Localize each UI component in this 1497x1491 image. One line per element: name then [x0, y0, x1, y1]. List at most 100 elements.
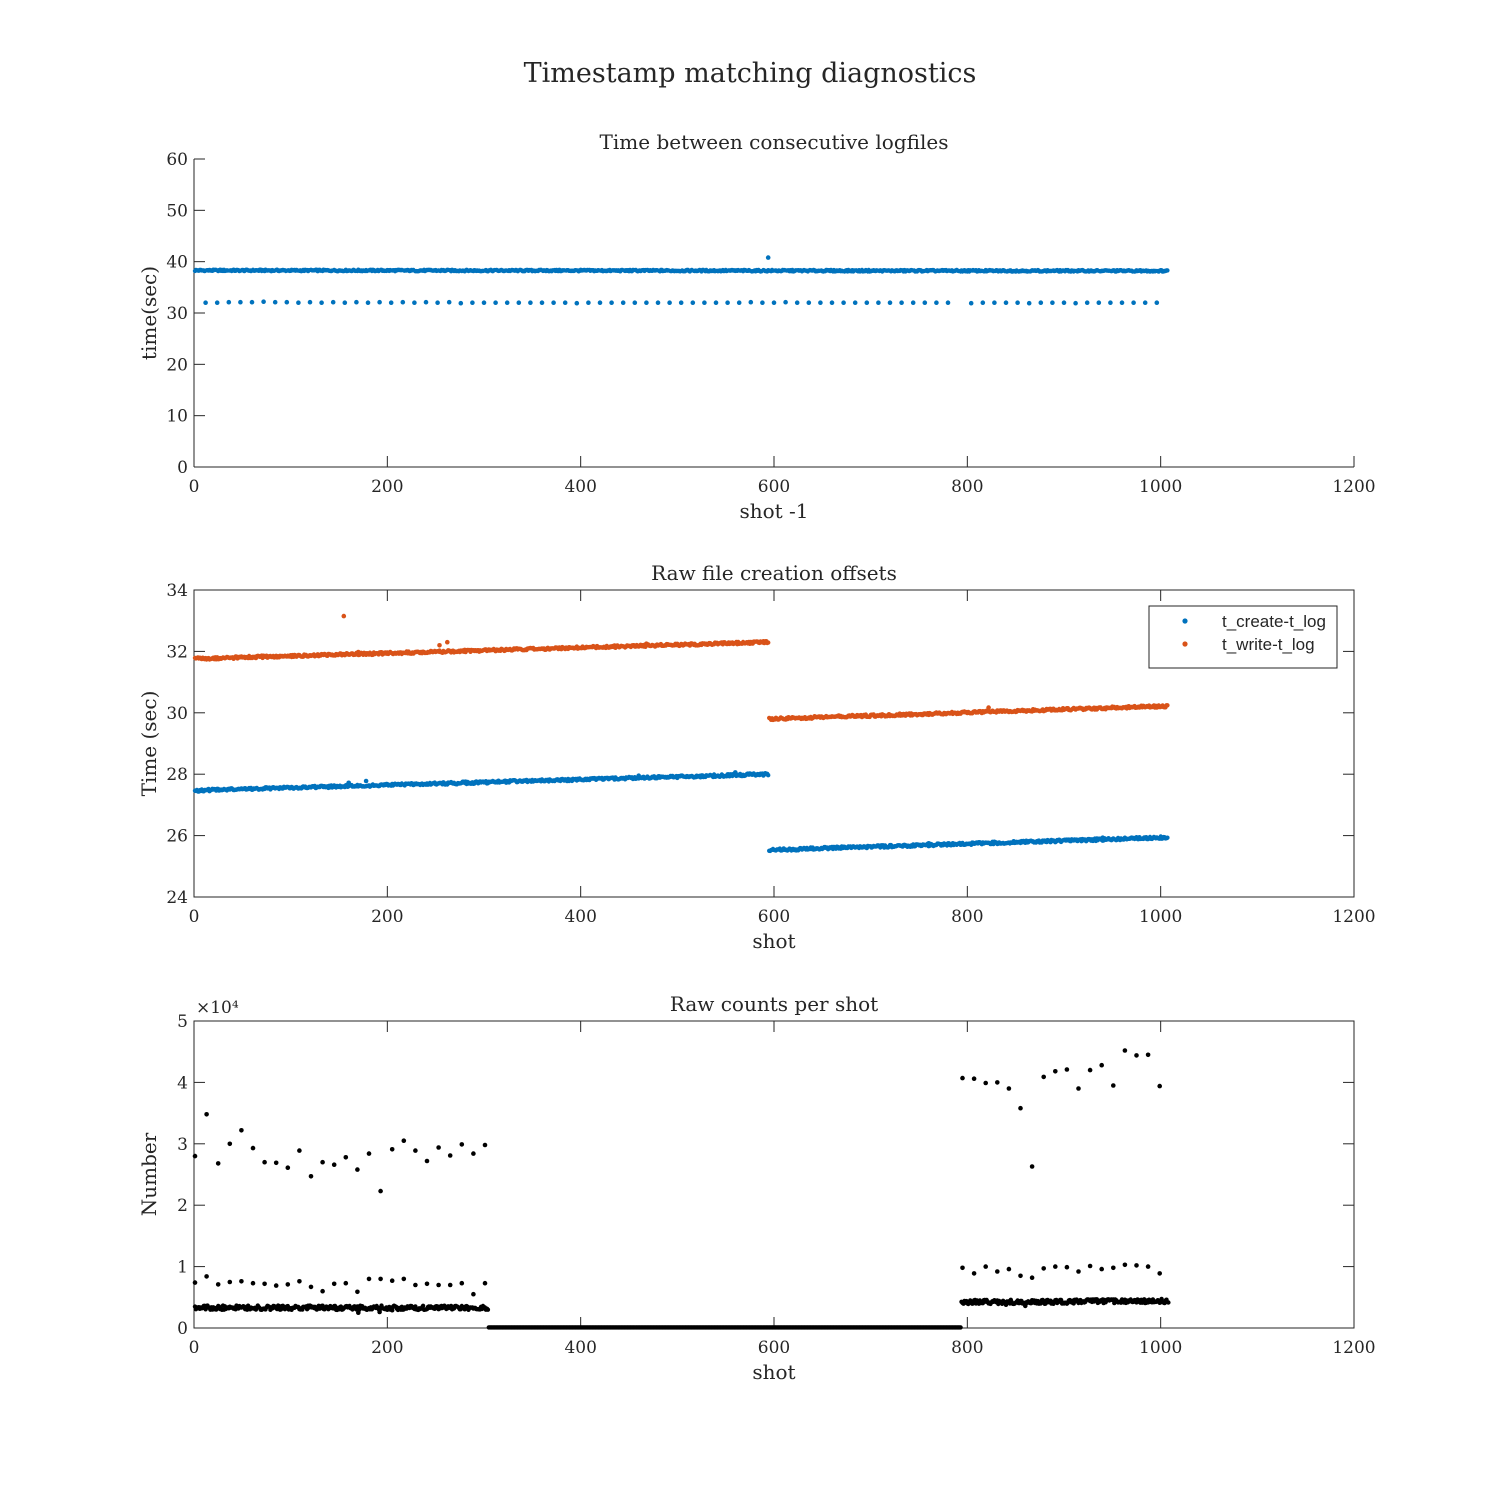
- data-point: [562, 300, 568, 306]
- data-point: [1122, 1048, 1128, 1053]
- data-point: [227, 1279, 233, 1285]
- data-point: [586, 300, 591, 306]
- data-point: [1053, 1264, 1058, 1269]
- data-point: [471, 1151, 476, 1156]
- x-tick-label: 0: [189, 1338, 200, 1358]
- data-point: [401, 1138, 407, 1143]
- data-point: [249, 299, 255, 305]
- data-point: [864, 300, 870, 306]
- x-tick-label: 1200: [1332, 907, 1375, 927]
- data-point: [1134, 1053, 1139, 1058]
- data-point: [459, 1280, 465, 1286]
- legend-entry: t_write-t_log: [1222, 635, 1315, 654]
- data-point: [485, 1307, 491, 1312]
- y-tick-label: 3: [177, 1135, 188, 1155]
- data-point: [1038, 300, 1044, 306]
- data-point: [1015, 300, 1020, 306]
- data-point: [250, 1280, 256, 1286]
- x-axis-label: shot -1: [739, 499, 808, 523]
- data-point: [356, 649, 361, 655]
- legend-box: [1148, 605, 1338, 669]
- data-point: [910, 300, 916, 306]
- data-point: [971, 1271, 977, 1276]
- series-2: [192, 613, 1170, 723]
- x-axis-label: shot: [752, 929, 795, 953]
- data-point: [678, 300, 684, 306]
- data-point: [995, 1080, 1000, 1085]
- data-point: [331, 1281, 337, 1287]
- data-point: [423, 299, 429, 305]
- data-point: [192, 1153, 198, 1159]
- data-point: [1131, 300, 1136, 306]
- data-point: [1018, 1273, 1023, 1279]
- data-point: [285, 1165, 291, 1170]
- data-point: [983, 1080, 988, 1086]
- data-point: [765, 255, 771, 260]
- y-tick-label: 1: [177, 1258, 188, 1278]
- data-point: [320, 1288, 325, 1294]
- data-point: [1041, 1074, 1046, 1080]
- data-point: [1064, 1067, 1070, 1072]
- data-point: [308, 1174, 314, 1179]
- data-point: [516, 300, 522, 306]
- data-point: [366, 1276, 372, 1282]
- figure-title: Timestamp matching diagnostics: [524, 58, 977, 89]
- data-point: [319, 300, 324, 306]
- data-point: [926, 841, 931, 846]
- y-tick-label: 10: [166, 407, 188, 427]
- data-point: [389, 1278, 395, 1283]
- y-tick-label: 0: [177, 1319, 188, 1339]
- y-tick-label: 0: [177, 458, 188, 478]
- data-point: [307, 299, 313, 305]
- y-tick-label: 2: [177, 1196, 188, 1216]
- data-point: [1100, 835, 1105, 840]
- data-point: [365, 300, 371, 306]
- data-point: [1076, 1269, 1081, 1274]
- data-point: [436, 1145, 441, 1150]
- data-point: [960, 1265, 965, 1271]
- y-tick-label: 34: [166, 581, 188, 601]
- data-point: [736, 300, 742, 306]
- data-point: [445, 639, 450, 645]
- legend: t_create-t_log t_write-t_log: [1148, 605, 1338, 669]
- data-point: [238, 299, 243, 305]
- data-point: [435, 300, 440, 306]
- axes-title: Time between consecutive logfiles: [600, 130, 949, 154]
- data-point: [1064, 1264, 1070, 1270]
- data-point: [1122, 1262, 1128, 1268]
- data-point: [1006, 1266, 1012, 1272]
- data-point: [1006, 1086, 1012, 1091]
- x-tick-label: 400: [564, 477, 596, 497]
- data-point: [1159, 1296, 1164, 1302]
- x-axis-label: shot: [752, 1360, 795, 1384]
- data-point: [481, 300, 487, 306]
- data-point: [296, 300, 301, 306]
- data-point: [226, 299, 232, 305]
- y-tick-label: 30: [166, 704, 188, 724]
- data-point: [667, 300, 672, 306]
- axes-2: Raw file creation offsets 0 200 400 600 800 10…: [137, 561, 1376, 953]
- data-point: [437, 643, 442, 648]
- data-point: [690, 300, 696, 306]
- data-point: [636, 773, 641, 778]
- data-point: [1073, 300, 1078, 306]
- data-point: [1099, 1062, 1104, 1068]
- data-point: [760, 300, 765, 306]
- x-tick-label: 200: [371, 477, 403, 497]
- data-point: [262, 1281, 267, 1287]
- data-point: [192, 1280, 198, 1285]
- data-point: [794, 300, 800, 306]
- data-point: [655, 300, 661, 306]
- series-1: [192, 770, 1170, 854]
- data-point: [1165, 268, 1170, 273]
- data-point: [320, 1159, 325, 1165]
- data-point: [470, 300, 475, 306]
- data-point: [504, 300, 510, 306]
- data-point: [330, 299, 336, 305]
- data-point: [378, 1188, 383, 1194]
- data-point: [471, 1291, 476, 1297]
- data-point: [227, 1141, 233, 1147]
- data-point: [401, 1276, 407, 1282]
- data-point: [852, 300, 858, 306]
